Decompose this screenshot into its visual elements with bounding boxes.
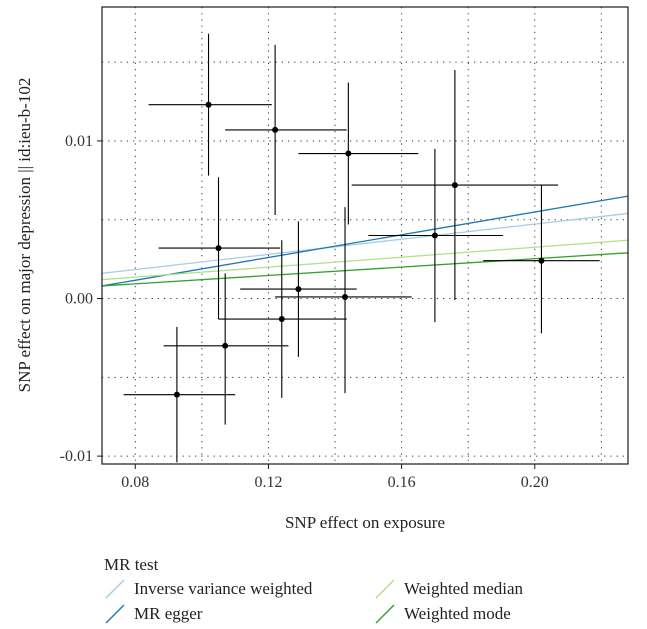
regression-line: [101, 252, 629, 287]
data-point: [272, 126, 279, 133]
regression-line: [101, 195, 629, 287]
data-point: [538, 257, 545, 264]
legend-entries: Inverse variance weighted Weighted media…: [104, 577, 624, 625]
legend-label-weighted-median: Weighted median: [404, 578, 524, 598]
y-tick-label: -0.01: [60, 448, 93, 465]
data-point: [295, 286, 302, 293]
legend-item-mr-egger: MR egger: [104, 602, 374, 625]
regression-line: [101, 239, 629, 281]
data-point: [205, 101, 212, 108]
legend-item-ivw: Inverse variance weighted: [104, 577, 374, 600]
legend-key-weighted-median: [375, 579, 395, 598]
data-point: [278, 316, 285, 323]
y-tick-label: 0.01: [65, 133, 93, 150]
x-axis-ticks: 0.08 0.12 0.16 0.20: [121, 464, 549, 491]
legend-key-weighted-mode: [375, 604, 395, 623]
legend: MR test Inverse variance weighted Weight…: [104, 555, 624, 625]
legend-key-ivw: [105, 579, 125, 598]
x-tick-label: 0.08: [121, 474, 149, 491]
x-tick-label: 0.20: [521, 474, 549, 491]
legend-item-weighted-mode: Weighted mode: [374, 602, 604, 625]
data-point: [173, 391, 180, 398]
regression-lines: [101, 195, 629, 287]
data-point: [215, 245, 222, 252]
legend-item-weighted-median: Weighted median: [374, 577, 604, 600]
x-tick-label: 0.12: [254, 474, 282, 491]
legend-title: MR test: [104, 555, 159, 574]
x-axis-label: SNP effect on exposure: [285, 513, 445, 532]
legend-key-mr-egger: [105, 604, 125, 623]
legend-label-mr-egger: MR egger: [134, 603, 203, 623]
legend-label-weighted-mode: Weighted mode: [404, 603, 511, 623]
grid-lines: [102, 7, 628, 464]
legend-label-ivw: Inverse variance weighted: [134, 578, 313, 598]
plot-panel-border: [101, 6, 629, 465]
y-axis-ticks: -0.01 0.00 0.01: [60, 133, 102, 465]
data-point: [345, 150, 352, 157]
regression-line: [101, 212, 629, 274]
data-point: [431, 232, 438, 239]
data-point: [342, 293, 349, 300]
x-tick-label: 0.16: [388, 474, 416, 491]
y-tick-label: 0.00: [65, 291, 93, 308]
data-points: [123, 33, 600, 463]
data-point: [451, 182, 458, 189]
data-point: [222, 342, 229, 349]
y-axis-label: SNP effect on major depression || id:ieu…: [15, 78, 34, 393]
